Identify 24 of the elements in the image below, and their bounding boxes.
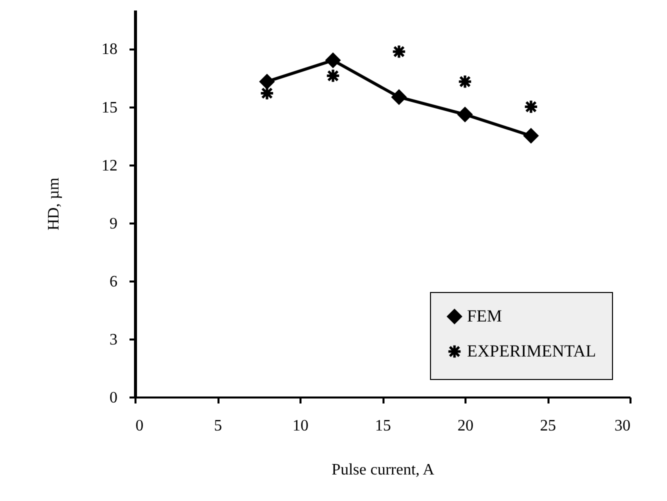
y-tick-label: 12 xyxy=(102,157,118,174)
point xyxy=(260,86,274,101)
x-tick-label: 25 xyxy=(540,418,556,434)
y-axis-title: HD, µm xyxy=(46,177,62,230)
x-tick-label: 20 xyxy=(458,418,474,434)
x-tick-label: 10 xyxy=(292,418,308,434)
y-tick-label: 15 xyxy=(102,99,118,116)
y-tick-label: 18 xyxy=(102,41,118,58)
point xyxy=(524,128,538,144)
y-tick-label: 9 xyxy=(110,215,118,232)
y-tick-label: 6 xyxy=(110,273,118,290)
x-axis-title: Pulse current, A xyxy=(332,462,435,478)
y-tick-label: 3 xyxy=(110,331,118,348)
x-tick-label: 0 xyxy=(136,418,144,434)
y-tick-label: 0 xyxy=(110,390,118,406)
point xyxy=(392,44,406,59)
point xyxy=(326,68,340,84)
x-tick-label: 30 xyxy=(614,418,630,434)
legend-label: EXPERIMENTAL xyxy=(467,342,596,360)
x-tick-label: 5 xyxy=(214,418,222,434)
legend-label: FEM xyxy=(467,306,502,326)
point xyxy=(524,99,538,114)
x-tick-label: 15 xyxy=(375,418,391,434)
point xyxy=(458,74,472,89)
